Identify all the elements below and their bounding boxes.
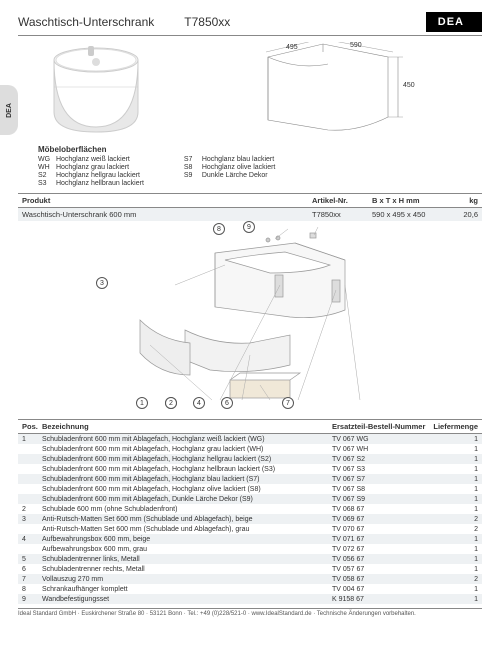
parts-row: Schubladenfront 600 mm mit Ablagefach, H… xyxy=(18,464,482,474)
parts-row: 7Vollauszug 270 mmTV 058 672 xyxy=(18,574,482,584)
spec-table: Produkt Artikel-Nr. B x T x H mm kg Wasc… xyxy=(18,193,482,221)
dimension-drawing: 590 495 450 xyxy=(258,42,428,137)
parts-row: Aufbewahrungsbox 600 mm, grauTV 072 671 xyxy=(18,544,482,554)
parts-row: 2Schublade 600 mm (ohne Schubladenfront)… xyxy=(18,504,482,514)
parts-row: Schubladenfront 600 mm mit Ablagefach, D… xyxy=(18,494,482,504)
parts-row: 1Schubladenfront 600 mm mit Ablagefach, … xyxy=(18,434,482,444)
callout-3: 3 xyxy=(96,277,108,289)
finishes-section: Möbeloberflächen WG Hochglanz weiß lacki… xyxy=(38,145,482,187)
brand-badge: DEA xyxy=(426,12,482,32)
dim-width: 590 xyxy=(350,42,362,49)
finish-row: S8 Hochglanz olive lackiert xyxy=(184,164,275,171)
parts-row: Anti-Rutsch-Matten Set 600 mm (Schublade… xyxy=(18,524,482,534)
parts-row: Schubladenfront 600 mm mit Ablagefach, H… xyxy=(18,484,482,494)
parts-row: 4Aufbewahrungsbox 600 mm, beigeTV 071 67… xyxy=(18,534,482,544)
parts-row: Schubladenfront 600 mm mit Ablagefach, H… xyxy=(18,474,482,484)
callout-6: 6 xyxy=(221,397,233,409)
callout-2: 2 xyxy=(165,397,177,409)
dim-height: 450 xyxy=(403,82,415,89)
header: Waschtisch-Unterschrank T7850xx DEA xyxy=(18,12,482,36)
side-tab-label: DEA xyxy=(6,103,13,118)
finishes-title: Möbeloberflächen xyxy=(38,145,482,154)
model-number: T7850xx xyxy=(184,15,230,29)
parts-row: 9WandbefestigungssetK 9158 671 xyxy=(18,594,482,604)
spec-product: Waschtisch-Unterschrank 600 mm xyxy=(18,210,312,219)
spec-head-dims: B x T x H mm xyxy=(372,196,452,205)
parts-row: Schubladenfront 600 mm mit Ablagefach, H… xyxy=(18,454,482,464)
callout-8: 8 xyxy=(213,223,225,235)
spec-head-weight: kg xyxy=(452,196,482,205)
parts-head-name: Bezeichnung xyxy=(42,422,332,431)
finish-row: S3 Hochglanz hellbraun lackiert xyxy=(38,180,144,187)
parts-row: 3Anti-Rutsch-Matten Set 600 mm (Schublad… xyxy=(18,514,482,524)
spec-article: T7850xx xyxy=(312,210,372,219)
finish-row: WG Hochglanz weiß lackiert xyxy=(38,156,144,163)
spec-head-article: Artikel-Nr. xyxy=(312,196,372,205)
parts-row: 8Schrankaufhänger komplettTV 004 671 xyxy=(18,584,482,594)
finish-row: S2 Hochglanz hellgrau lackiert xyxy=(38,172,144,179)
parts-head-num: Ersatzteil-Bestell-Nummer xyxy=(332,422,432,431)
parts-row: Schubladenfront 600 mm mit Ablagefach, H… xyxy=(18,444,482,454)
callout-7: 7 xyxy=(282,397,294,409)
finish-row: WH Hochglanz grau lackiert xyxy=(38,164,144,171)
footer: Ideal Standard GmbH · Euskirchener Straß… xyxy=(18,608,482,617)
exploded-view: 1 5 4 6 3 7 8 9 2 xyxy=(18,225,482,415)
finish-row: S9 Dunkle Lärche Dekor xyxy=(184,172,275,179)
parts-row: 5Schubladentrenner links, MetallTV 056 6… xyxy=(18,554,482,564)
product-photo xyxy=(38,42,158,137)
callout-9: 9 xyxy=(243,221,255,233)
callout-4: 4 xyxy=(193,397,205,409)
page-title: Waschtisch-Unterschrank xyxy=(18,15,154,29)
side-tab: DEA xyxy=(0,85,18,135)
callout-1: 1 xyxy=(136,397,148,409)
spec-weight: 20,6 xyxy=(452,210,482,219)
finish-row: S7 Hochglanz blau lackiert xyxy=(184,156,275,163)
parts-head-qty: Liefermenge xyxy=(432,422,482,431)
parts-table: Pos. Bezeichnung Ersatzteil-Bestell-Numm… xyxy=(18,419,482,604)
spec-dims: 590 x 495 x 450 xyxy=(372,210,452,219)
parts-head-pos: Pos. xyxy=(18,422,42,431)
spec-head-product: Produkt xyxy=(18,196,312,205)
dim-depth: 495 xyxy=(286,44,298,51)
parts-row: 6Schubladentrenner rechts, MetallTV 057 … xyxy=(18,564,482,574)
